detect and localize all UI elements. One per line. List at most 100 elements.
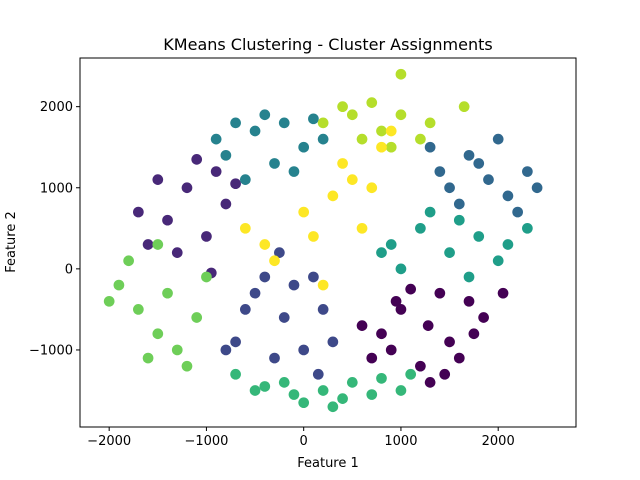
cluster-0-point xyxy=(444,336,455,348)
cluster-4-point xyxy=(269,158,280,169)
plot-frame xyxy=(79,57,577,428)
cluster-7-point xyxy=(162,287,173,299)
cluster-1-point xyxy=(142,239,154,250)
x-axis: −2000 −1000 0 1000 2000 xyxy=(87,427,515,449)
cluster-2-point xyxy=(274,247,285,258)
cluster-2-point xyxy=(308,271,319,283)
cluster-6-point xyxy=(278,377,290,388)
cluster-5-point xyxy=(473,231,485,242)
cluster-2-point xyxy=(317,304,329,315)
cluster-2-point xyxy=(269,352,280,364)
cluster-8-point xyxy=(458,101,470,113)
cluster-2-point xyxy=(312,368,324,380)
cluster-1-point xyxy=(230,178,241,190)
y-tick-label: 1000 xyxy=(40,181,73,196)
cluster-8-point xyxy=(376,125,387,137)
cluster-7-point xyxy=(142,352,154,364)
cluster-7-point xyxy=(113,279,125,291)
cluster-0-point xyxy=(366,352,378,364)
cluster-3-point xyxy=(473,158,485,169)
cluster-5-point xyxy=(385,239,397,250)
cluster-2-point xyxy=(239,304,251,315)
cluster-7-point xyxy=(133,304,144,315)
cluster-9-point xyxy=(376,141,387,153)
cluster-3-point xyxy=(531,182,543,194)
cluster-2-point xyxy=(230,336,241,348)
cluster-3-point xyxy=(453,198,465,210)
cluster-4-point xyxy=(278,117,290,129)
cluster-6-point xyxy=(337,393,348,404)
cluster-5-point xyxy=(492,255,504,267)
cluster-5-point xyxy=(376,247,387,258)
cluster-1-point xyxy=(133,206,144,218)
cluster-9-point xyxy=(366,182,378,194)
cluster-0-point xyxy=(453,352,465,364)
cluster-1-point xyxy=(162,214,173,226)
cluster-1-point xyxy=(220,198,232,210)
y-tick-label: 0 xyxy=(65,262,73,277)
cluster-0-point xyxy=(395,304,407,315)
cluster-4-point xyxy=(239,174,251,185)
cluster-6-point xyxy=(327,401,339,413)
cluster-0-point xyxy=(439,368,451,380)
x-tick-label: −2000 xyxy=(87,434,131,449)
cluster-7-point xyxy=(103,295,115,307)
cluster-6-point xyxy=(298,397,310,409)
cluster-6-point xyxy=(230,368,241,380)
cluster-7-point xyxy=(191,312,203,323)
cluster-5-point xyxy=(522,222,533,234)
cluster-3-point xyxy=(522,166,533,177)
cluster-9-point xyxy=(337,158,348,169)
y-axis: −1000 0 1000 2000 xyxy=(29,100,80,358)
cluster-2-point xyxy=(298,344,310,356)
cluster-0-point xyxy=(405,283,417,295)
scatter-points xyxy=(103,68,543,413)
cluster-6-point xyxy=(395,385,407,396)
cluster-1-point xyxy=(201,231,212,242)
cluster-0-point xyxy=(422,320,434,331)
cluster-7-point xyxy=(181,360,193,372)
cluster-5-point xyxy=(502,239,514,250)
cluster-1-point xyxy=(191,154,203,165)
cluster-3-point xyxy=(463,149,475,161)
cluster-4-point xyxy=(308,113,319,125)
x-tick-label: 2000 xyxy=(482,434,515,449)
y-tick-label: 2000 xyxy=(40,100,73,115)
cluster-2-point xyxy=(288,279,300,291)
cluster-8-point xyxy=(395,68,407,80)
cluster-1-point xyxy=(152,174,164,185)
cluster-7-point xyxy=(171,344,183,356)
cluster-0-point xyxy=(385,344,397,356)
cluster-3-point xyxy=(492,133,504,145)
cluster-0-point xyxy=(390,295,402,307)
x-axis-label: Feature 1 xyxy=(297,456,359,471)
cluster-5-point xyxy=(415,222,426,234)
cluster-8-point xyxy=(337,101,348,113)
cluster-3-point xyxy=(424,141,436,153)
cluster-9-point xyxy=(317,279,329,291)
cluster-7-point xyxy=(152,239,164,250)
cluster-0-point xyxy=(478,312,489,323)
cluster-9-point xyxy=(356,222,368,234)
cluster-6-point xyxy=(259,381,271,392)
cluster-8-point xyxy=(395,109,407,121)
cluster-2-point xyxy=(278,312,290,323)
cluster-5-point xyxy=(453,214,465,226)
cluster-8-point xyxy=(317,117,329,129)
cluster-2-point xyxy=(220,344,232,356)
cluster-3-point xyxy=(512,206,523,218)
cluster-0-point xyxy=(415,360,426,372)
cluster-8-point xyxy=(424,117,436,129)
cluster-7-point xyxy=(123,255,134,267)
cluster-4-point xyxy=(220,149,232,161)
cluster-9-point xyxy=(346,174,358,185)
cluster-9-point xyxy=(308,231,319,242)
cluster-5-point xyxy=(444,247,455,258)
cluster-6-point xyxy=(376,372,387,384)
cluster-1-point xyxy=(181,182,193,194)
cluster-7-point xyxy=(152,328,164,340)
cluster-8-point xyxy=(366,97,378,108)
cluster-6-point xyxy=(405,368,417,380)
plot-area xyxy=(79,57,577,428)
